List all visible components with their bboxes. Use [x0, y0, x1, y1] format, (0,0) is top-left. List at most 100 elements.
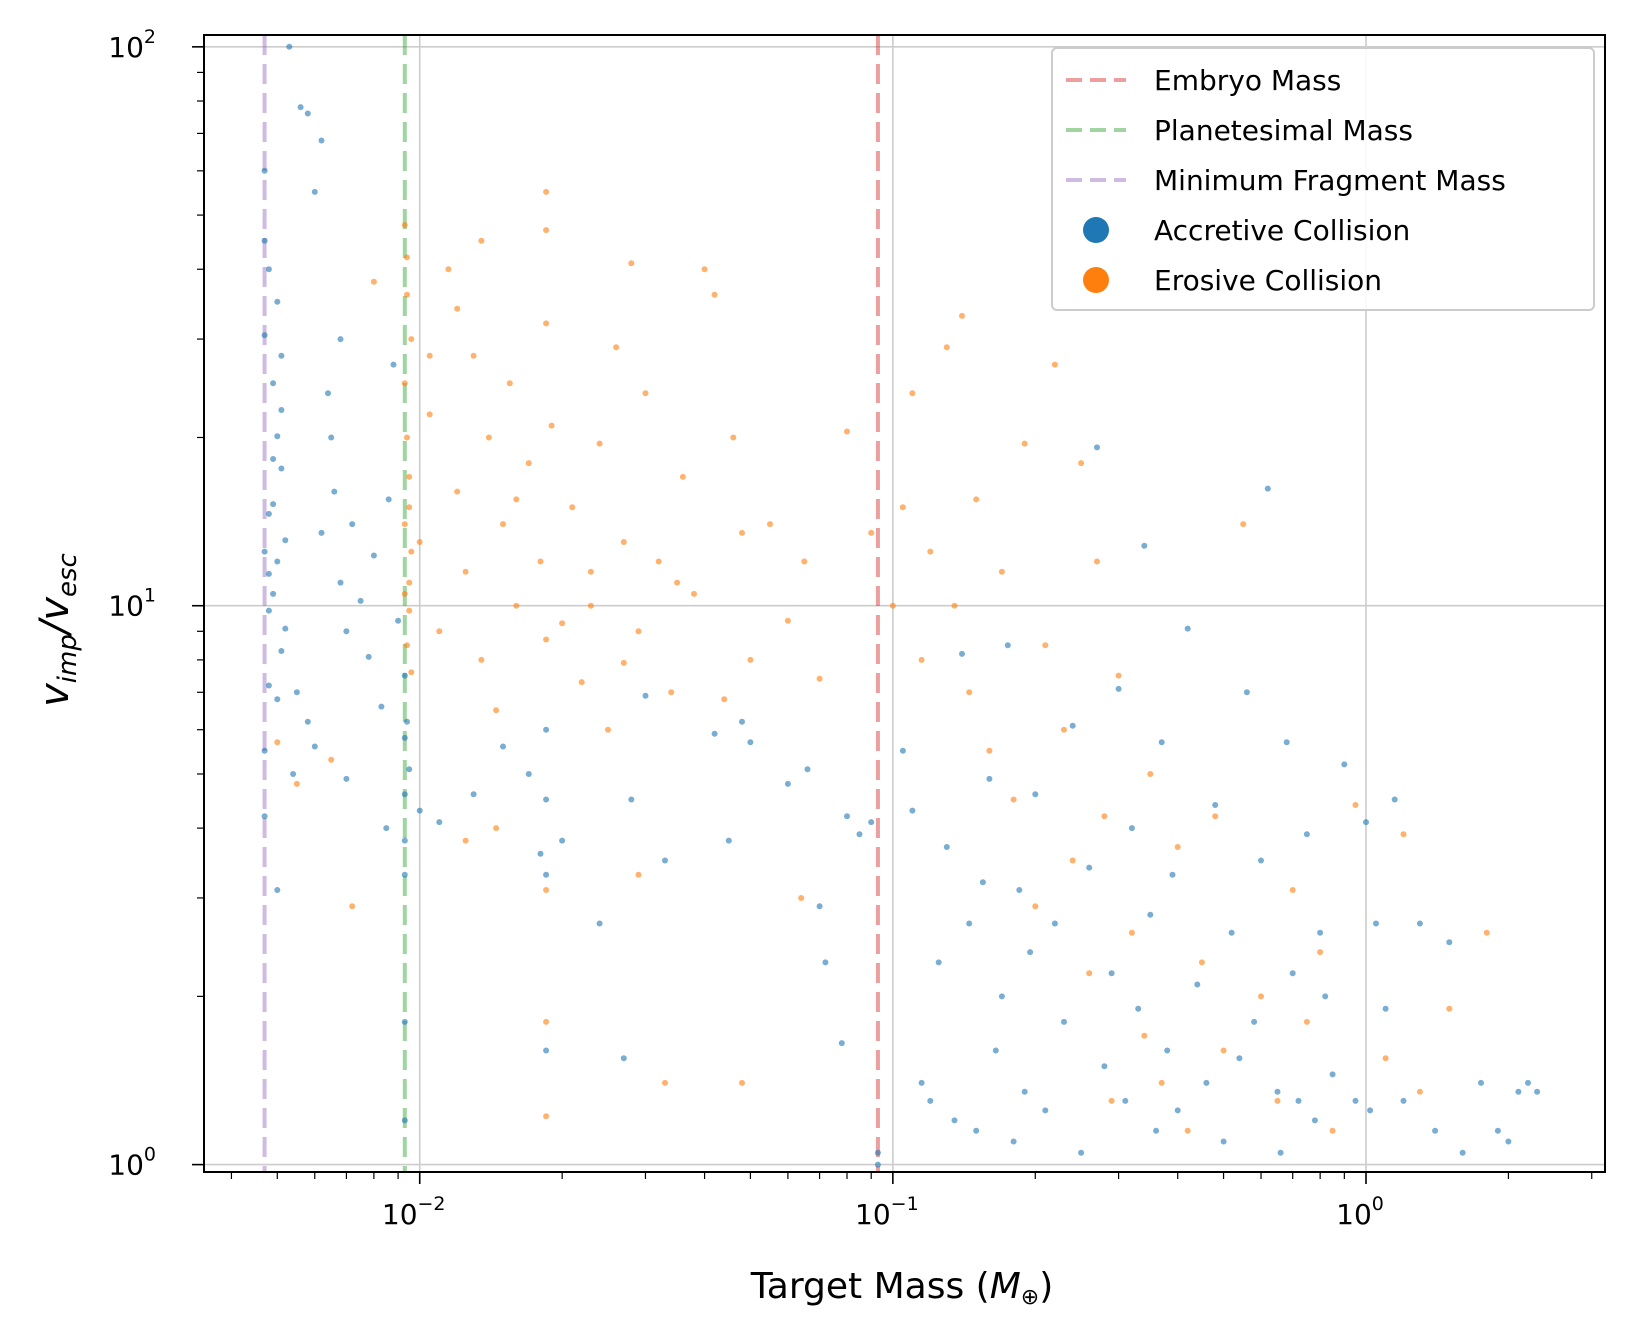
- data-point: [739, 1079, 745, 1086]
- data-point: [1432, 1127, 1439, 1134]
- data-point: [404, 434, 410, 441]
- data-point: [543, 320, 550, 327]
- data-point: [844, 428, 850, 435]
- data-point: [1061, 1018, 1067, 1025]
- data-point: [1505, 1138, 1512, 1145]
- data-point: [1086, 864, 1093, 871]
- data-point: [286, 43, 293, 50]
- data-point: [620, 1055, 627, 1062]
- data-point: [613, 344, 620, 351]
- data-point: [1515, 1088, 1522, 1095]
- data-point: [408, 548, 415, 555]
- data-point: [1277, 1149, 1284, 1156]
- data-point: [401, 672, 408, 679]
- data-point: [628, 260, 635, 267]
- data-point: [293, 689, 300, 696]
- data-point: [801, 558, 808, 565]
- data-point: [385, 496, 392, 503]
- data-point: [1158, 739, 1165, 746]
- data-point: [1135, 1005, 1142, 1012]
- data-point: [587, 568, 594, 575]
- data-point: [1184, 625, 1191, 632]
- data-point: [470, 791, 477, 798]
- data-point: [478, 237, 485, 244]
- data-point: [918, 656, 925, 663]
- data-point: [1400, 1097, 1407, 1104]
- data-point: [578, 679, 585, 686]
- data-point: [274, 887, 281, 893]
- data-point: [406, 766, 413, 773]
- legend-box: [1051, 47, 1595, 311]
- data-point: [1220, 1138, 1227, 1145]
- data-point: [1382, 1005, 1389, 1012]
- data-point: [265, 510, 272, 517]
- data-point: [868, 529, 875, 536]
- data-point: [1236, 1055, 1243, 1062]
- data-point: [1086, 970, 1093, 977]
- data-point: [1164, 1047, 1171, 1054]
- data-point: [711, 291, 718, 298]
- data-point: [1061, 726, 1067, 733]
- data-point: [404, 642, 410, 649]
- data-point: [278, 352, 285, 359]
- data-point: [1251, 1018, 1258, 1025]
- data-point: [1317, 949, 1324, 956]
- data-point: [265, 570, 272, 577]
- data-point: [816, 675, 823, 682]
- data-point: [679, 473, 686, 480]
- data-point: [1367, 1107, 1374, 1114]
- data-point: [270, 456, 277, 462]
- data-point: [500, 521, 506, 528]
- data-point: [282, 625, 289, 632]
- data-point: [1115, 685, 1122, 692]
- data-point: [1352, 802, 1359, 808]
- x-tick-label: 100: [1336, 1193, 1384, 1231]
- data-point: [1108, 970, 1115, 977]
- data-point: [370, 552, 377, 559]
- data-point: [1094, 558, 1100, 565]
- data-point: [569, 504, 576, 511]
- data-point: [261, 747, 268, 754]
- plot-frame: [203, 34, 1606, 1173]
- data-point: [543, 1047, 550, 1054]
- data-point: [951, 1117, 958, 1124]
- data-point: [959, 312, 965, 319]
- data-point: [1303, 831, 1310, 838]
- data-point: [311, 743, 318, 750]
- data-point: [1329, 1127, 1336, 1134]
- data-point: [470, 352, 477, 359]
- data-point: [935, 959, 942, 966]
- data-point: [844, 813, 850, 820]
- data-point: [816, 903, 823, 910]
- data-point: [973, 496, 980, 503]
- data-point: [1352, 1097, 1359, 1104]
- legend-label: Erosive Collision: [1154, 264, 1382, 297]
- data-point: [274, 433, 281, 440]
- data-point: [747, 739, 754, 746]
- data-point: [426, 352, 433, 359]
- data-point: [927, 548, 934, 555]
- data-point: [596, 440, 603, 447]
- legend-marker-swatch: [1083, 267, 1109, 293]
- data-point: [1042, 1107, 1049, 1114]
- data-point: [1021, 440, 1028, 447]
- data-point: [290, 771, 297, 777]
- data-point: [543, 1113, 550, 1120]
- data-point: [270, 501, 277, 508]
- data-point: [462, 837, 469, 844]
- data-point: [537, 558, 544, 565]
- data-point: [543, 1018, 550, 1025]
- data-point: [328, 756, 335, 763]
- data-point: [1264, 485, 1271, 492]
- data-point: [297, 104, 304, 111]
- data-point: [662, 857, 668, 864]
- data-point: [293, 780, 300, 787]
- data-point: [270, 590, 277, 597]
- data-point: [635, 628, 642, 635]
- data-point: [1128, 825, 1135, 832]
- data-point: [1141, 1032, 1148, 1039]
- data-point: [343, 628, 350, 635]
- data-point: [1382, 1055, 1389, 1062]
- legend: Embryo Mass Planetesimal Mass Minimum Frag…: [1051, 47, 1595, 311]
